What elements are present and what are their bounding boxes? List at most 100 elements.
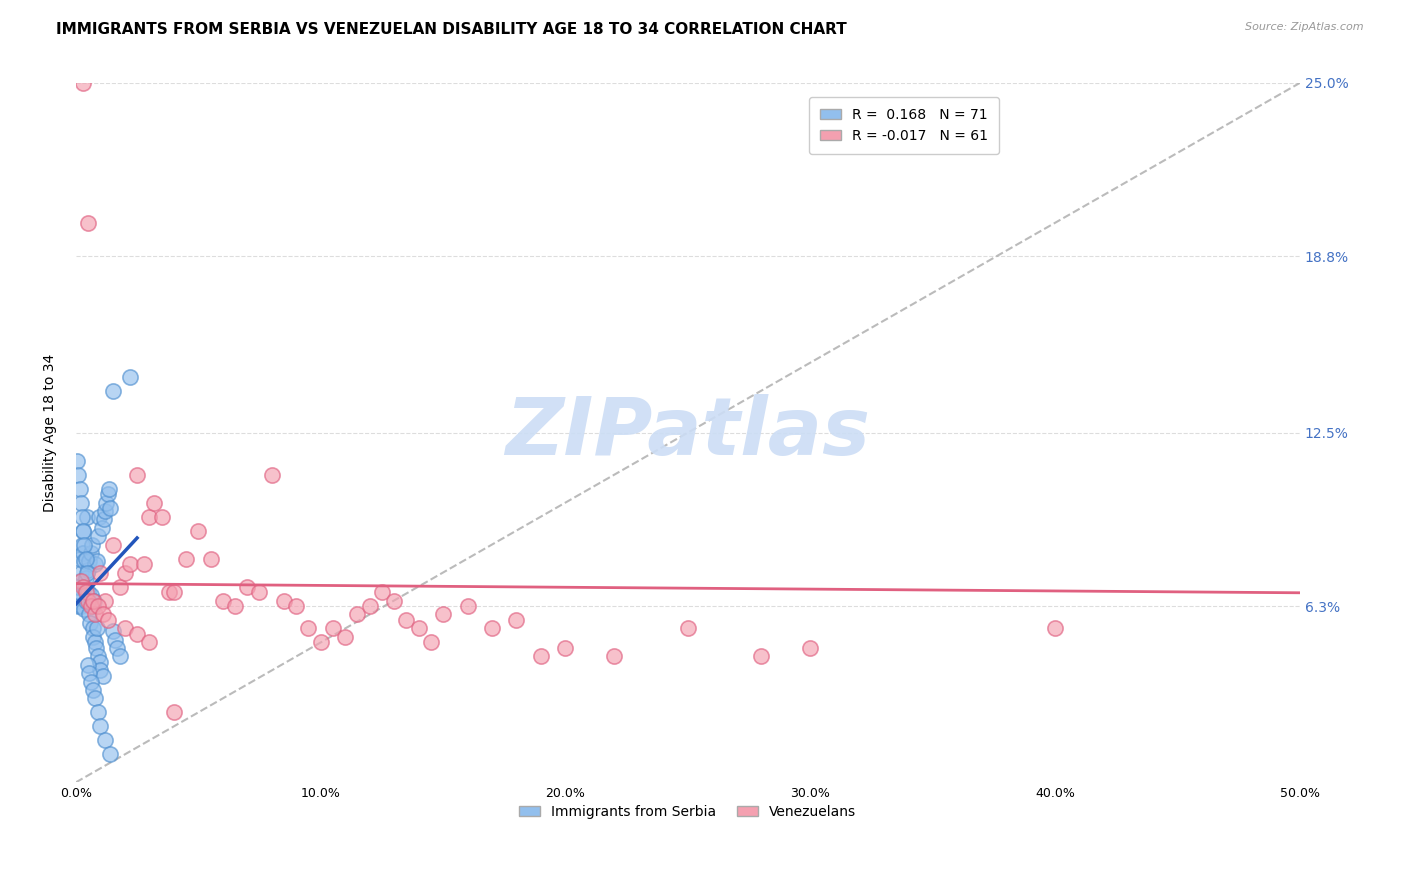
Point (76, 585, 98, 599)
Point (83, 593, 105, 607)
Point (163, 585, 186, 599)
Point (89, 664, 111, 678)
Point (603, 649, 626, 664)
Point (481, 622, 503, 636)
Point (75, 571, 97, 585)
Point (94, 504, 117, 518)
Point (236, 580, 259, 594)
Point (77, 216, 100, 230)
Y-axis label: Disability Age 18 to 34: Disability Age 18 to 34 (44, 353, 58, 512)
Point (70, 566, 93, 580)
Point (249, 585, 271, 599)
Point (799, 641, 821, 656)
Point (382, 593, 405, 607)
Point (98, 747, 121, 762)
Point (90, 521, 112, 535)
Point (395, 613, 418, 627)
Point (89, 566, 111, 580)
Point (89, 719, 111, 733)
Point (273, 593, 295, 607)
Point (93, 512, 115, 526)
Point (118, 557, 141, 571)
Point (67, 467, 90, 482)
Point (359, 599, 381, 613)
Point (87, 706, 110, 720)
Text: Source: ZipAtlas.com: Source: ZipAtlas.com (1246, 22, 1364, 32)
Point (125, 467, 148, 482)
Point (77, 563, 100, 577)
Point (101, 384, 124, 398)
Text: ZIPatlas: ZIPatlas (505, 393, 870, 472)
Point (75, 551, 97, 566)
Point (118, 369, 141, 384)
Point (749, 649, 772, 664)
Point (138, 509, 160, 524)
Point (73, 554, 96, 568)
Point (72, 76, 94, 90)
Point (79, 588, 101, 602)
Point (89, 509, 111, 524)
Point (134, 557, 156, 571)
Point (79, 599, 101, 613)
Point (98, 501, 121, 516)
Point (82, 622, 104, 636)
Point (114, 566, 136, 580)
Point (69, 574, 91, 588)
Point (94, 733, 117, 747)
Point (72, 546, 94, 560)
Point (187, 524, 209, 538)
Point (371, 585, 394, 599)
Point (260, 467, 283, 482)
Point (75, 585, 97, 599)
Point (82, 593, 104, 607)
Point (77, 554, 100, 568)
Point (86, 622, 108, 636)
Point (157, 585, 180, 599)
Point (80, 537, 103, 551)
Point (285, 599, 308, 613)
Point (66, 593, 89, 607)
Point (530, 649, 553, 664)
Point (72, 524, 94, 538)
Point (69, 599, 91, 613)
Point (97, 482, 120, 496)
Point (174, 551, 197, 566)
Point (76, 566, 98, 580)
Point (200, 551, 222, 566)
Point (72, 580, 94, 594)
Point (75, 580, 97, 594)
Point (72, 524, 94, 538)
Point (84, 557, 107, 571)
Point (82, 630, 104, 644)
Point (84, 691, 107, 706)
Point (108, 649, 131, 664)
Point (309, 635, 332, 649)
Point (79, 674, 101, 689)
Point (77, 657, 100, 672)
Point (69, 551, 91, 566)
Point (73, 537, 96, 551)
Point (84, 641, 107, 656)
Point (80, 546, 103, 560)
Point (143, 495, 166, 509)
Point (79, 666, 101, 681)
Point (75, 593, 97, 607)
Point (346, 607, 368, 622)
Point (676, 622, 699, 636)
Point (297, 622, 319, 636)
Point (69, 574, 91, 588)
Point (67, 599, 90, 613)
Point (84, 607, 107, 622)
Point (70, 509, 93, 524)
Point (333, 630, 356, 644)
Point (87, 529, 110, 543)
Point (86, 554, 108, 568)
Point (114, 622, 136, 636)
Point (554, 641, 576, 656)
Point (107, 641, 129, 656)
Point (66, 453, 89, 467)
Point (97, 613, 120, 627)
Point (77, 593, 100, 607)
Point (163, 706, 186, 720)
Point (101, 624, 124, 639)
